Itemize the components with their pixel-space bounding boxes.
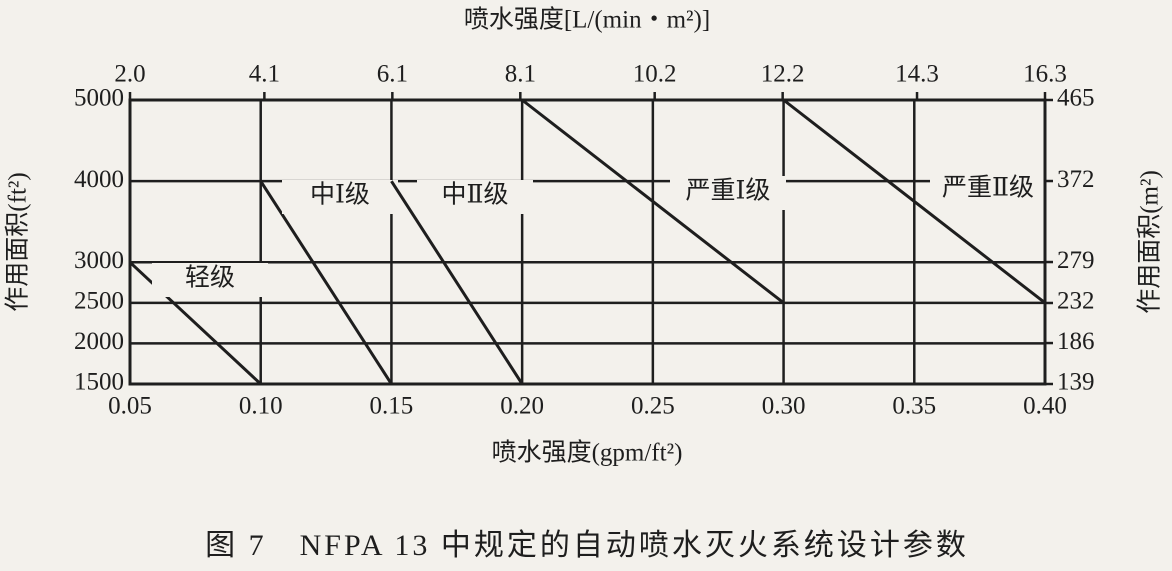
x2-tick-label: 4.1 — [249, 61, 280, 88]
left-axis-label: 作用面积(ft²) — [4, 172, 32, 311]
top-axis-label: 喷水强度[L/(min・m²)] — [464, 6, 710, 34]
y-tick-label: 3000 — [74, 247, 124, 274]
design-line — [782, 98, 1046, 305]
series-label: 严重Ⅱ级 — [942, 174, 1034, 202]
y2-tick-label: 279 — [1057, 247, 1095, 274]
y-tick-label: 2500 — [74, 288, 124, 315]
x-tick-label: 0.10 — [239, 393, 283, 420]
right-axis-label: 作用面积(m²) — [1136, 170, 1164, 314]
design-line — [128, 261, 262, 386]
y2-tick-label: 372 — [1057, 166, 1095, 193]
y-tick-label: 5000 — [74, 85, 124, 112]
series-label: 中Ⅱ级 — [442, 181, 509, 209]
x-tick-label: 0.40 — [1023, 393, 1067, 420]
x2-tick-label: 16.3 — [1023, 61, 1067, 88]
x2-tick-label: 10.2 — [633, 61, 677, 88]
series-label: 中Ⅰ级 — [310, 181, 370, 209]
design-line — [390, 180, 524, 385]
y2-tick-label: 139 — [1057, 369, 1095, 396]
x-tick-label: 0.20 — [500, 393, 544, 420]
plot-frame — [128, 98, 1047, 386]
y2-tick-label: 232 — [1057, 288, 1095, 315]
x2-tick-label: 12.2 — [761, 61, 805, 88]
design-line — [259, 180, 393, 385]
x2-tick-label: 6.1 — [377, 61, 408, 88]
y-tick-label: 2000 — [74, 328, 124, 355]
label-bg — [670, 176, 786, 210]
design-line — [521, 98, 785, 305]
y-tick-label: 1500 — [74, 369, 124, 396]
x-tick-label: 0.05 — [108, 393, 152, 420]
x2-tick-label: 2.0 — [114, 61, 145, 88]
x-tick-label: 0.35 — [892, 393, 936, 420]
x-tick-label: 0.30 — [762, 393, 806, 420]
y2-tick-label: 465 — [1057, 85, 1095, 112]
x-tick-label: 0.25 — [631, 393, 675, 420]
bottom-axis-label: 喷水强度(gpm/ft²) — [492, 439, 683, 467]
x2-tick-label: 14.3 — [895, 61, 939, 88]
x2-tick-label: 8.1 — [505, 61, 536, 88]
series-label: 轻级 — [185, 264, 235, 292]
series-label: 严重Ⅰ级 — [686, 177, 771, 205]
label-bg — [152, 263, 268, 297]
label-bg — [930, 173, 1046, 207]
x-tick-label: 0.15 — [370, 393, 414, 420]
y2-tick-label: 186 — [1057, 328, 1095, 355]
label-bg — [417, 180, 533, 214]
caption: 图 7 NFPA 13 中规定的自动喷水灭火系统设计参数 — [205, 529, 969, 562]
y-tick-label: 4000 — [74, 166, 124, 193]
label-bg — [282, 180, 398, 214]
